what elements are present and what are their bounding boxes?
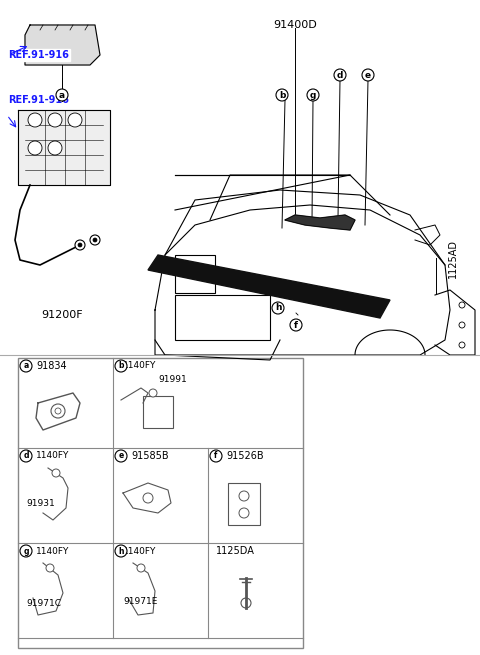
Polygon shape (18, 110, 110, 185)
Text: 91400D: 91400D (273, 20, 317, 30)
Text: h: h (275, 303, 281, 312)
Circle shape (90, 235, 100, 245)
Circle shape (307, 89, 319, 101)
Bar (175, 295, 270, 340)
Text: a: a (24, 362, 29, 371)
Circle shape (55, 408, 61, 414)
Circle shape (20, 450, 32, 462)
Text: e: e (365, 71, 371, 79)
Text: 91200F: 91200F (41, 310, 83, 320)
Circle shape (334, 69, 346, 81)
Text: b: b (118, 362, 124, 371)
Circle shape (75, 240, 85, 250)
Circle shape (290, 319, 302, 331)
Text: 1125AD: 1125AD (448, 238, 458, 278)
Text: 91834: 91834 (36, 361, 67, 371)
Text: a: a (59, 90, 65, 100)
Circle shape (137, 564, 145, 572)
Text: b: b (279, 90, 285, 100)
Text: 91931: 91931 (26, 498, 55, 508)
Text: 1140FY: 1140FY (123, 362, 156, 371)
Text: 91585B: 91585B (131, 451, 168, 461)
Polygon shape (148, 255, 390, 318)
Circle shape (20, 545, 32, 557)
Text: 91971C: 91971C (26, 599, 61, 607)
Text: REF.91-916: REF.91-916 (8, 50, 69, 60)
Circle shape (149, 389, 157, 397)
Bar (18, 358, 303, 648)
Text: e: e (119, 451, 124, 460)
Bar (228, 483, 260, 525)
Circle shape (48, 141, 62, 155)
Text: 91971E: 91971E (123, 597, 157, 605)
Circle shape (46, 564, 54, 572)
Circle shape (51, 404, 65, 418)
Polygon shape (285, 215, 355, 230)
Text: h: h (118, 546, 124, 555)
Circle shape (362, 69, 374, 81)
Text: g: g (310, 90, 316, 100)
Circle shape (28, 141, 42, 155)
Text: 91526B: 91526B (226, 451, 264, 461)
Circle shape (78, 243, 82, 247)
Circle shape (28, 113, 42, 127)
Text: 1140FY: 1140FY (36, 451, 70, 460)
Text: f: f (294, 320, 298, 329)
Circle shape (239, 491, 249, 501)
Text: d: d (337, 71, 343, 79)
Circle shape (56, 89, 68, 101)
Bar (175, 255, 215, 293)
Circle shape (115, 360, 127, 372)
Bar (143, 396, 173, 428)
Circle shape (143, 493, 153, 503)
Circle shape (459, 302, 465, 308)
Circle shape (20, 360, 32, 372)
Circle shape (459, 322, 465, 328)
Circle shape (115, 450, 127, 462)
Circle shape (276, 89, 288, 101)
Text: 1125DA: 1125DA (216, 546, 255, 556)
Text: 91991: 91991 (158, 375, 187, 384)
Text: 1140FY: 1140FY (123, 546, 156, 555)
Text: f: f (214, 451, 218, 460)
Circle shape (239, 508, 249, 518)
Circle shape (210, 450, 222, 462)
Circle shape (68, 113, 82, 127)
Polygon shape (25, 25, 100, 65)
Circle shape (93, 238, 97, 242)
Circle shape (459, 342, 465, 348)
Text: REF.91-916: REF.91-916 (8, 95, 69, 105)
Circle shape (272, 302, 284, 314)
Circle shape (52, 469, 60, 477)
Text: d: d (23, 451, 29, 460)
Text: 1140FY: 1140FY (36, 546, 70, 555)
Circle shape (48, 113, 62, 127)
Circle shape (241, 598, 251, 608)
Text: g: g (23, 546, 29, 555)
Circle shape (115, 545, 127, 557)
